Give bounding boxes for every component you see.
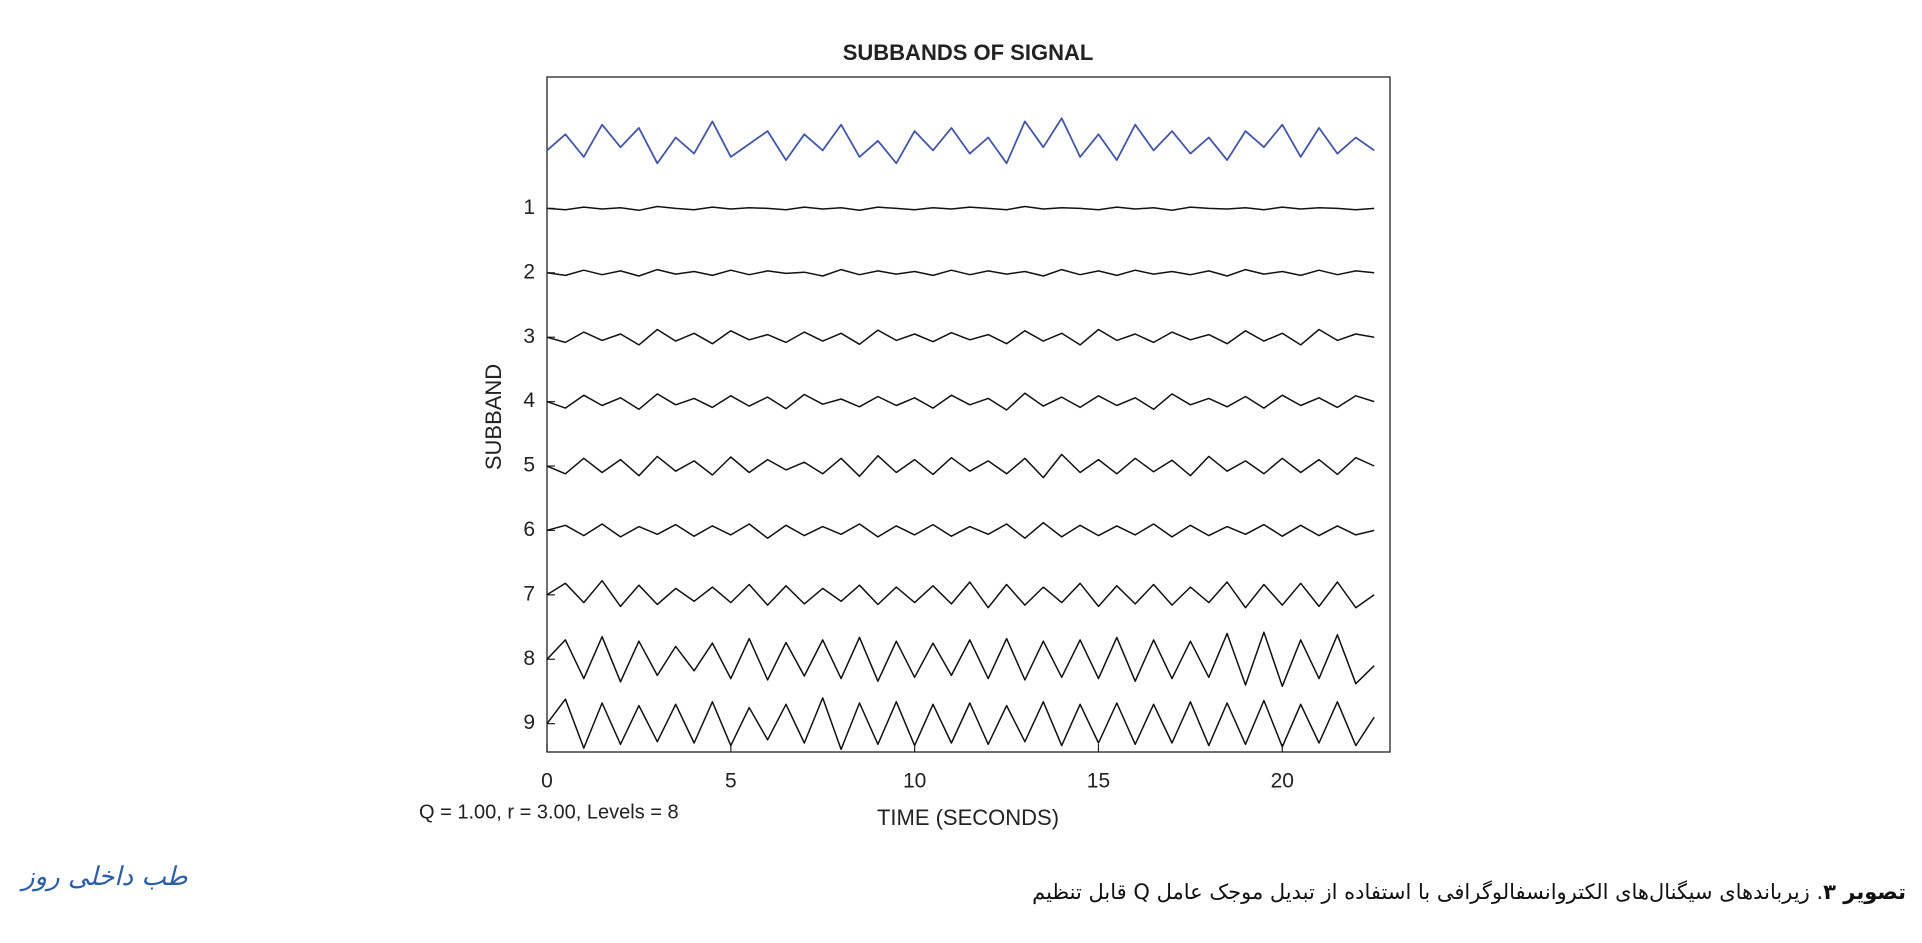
y-tick-label: 9 — [523, 711, 535, 734]
chart-title: SUBBANDS OF SIGNAL — [843, 40, 1094, 65]
signal-line — [546, 392, 1375, 411]
x-axis-label: TIME (SECONDS) — [877, 805, 1059, 830]
y-tick-label: 5 — [523, 454, 535, 477]
y-tick-label: 6 — [523, 518, 535, 541]
x-tick-label: 20 — [1271, 770, 1294, 793]
y-tick-label: 1 — [523, 196, 535, 219]
y-tick-label: 7 — [523, 582, 535, 605]
y-tick-label: 3 — [523, 325, 535, 348]
signal-line — [546, 268, 1375, 277]
logo: طب داخلی روز — [22, 862, 188, 892]
signal-line — [546, 697, 1375, 751]
x-tick-label: 0 — [541, 770, 553, 793]
chart: SUBBANDS OF SIGNAL TIME (SECONDS) SUBBAN… — [419, 40, 1391, 830]
signal-line — [546, 205, 1375, 212]
x-tick-label: 15 — [1087, 770, 1110, 793]
y-tick-label: 4 — [523, 389, 535, 412]
caption: تصویر ۳. زیرباندهای سیگنال‌های الکتروانس… — [1032, 880, 1906, 904]
signal-line — [546, 579, 1375, 609]
y-tick-label: 2 — [523, 260, 535, 283]
signal-line — [546, 631, 1375, 688]
caption-text: . زیرباندهای سیگنال‌های الکتروانسفالوگرا… — [1032, 880, 1824, 904]
annotation: Q = 1.00, r = 3.00, Levels = 8 — [419, 801, 679, 823]
y-axis-label: SUBBAND — [481, 364, 506, 470]
signal-line — [546, 453, 1375, 479]
x-tick-label: 10 — [903, 770, 926, 793]
signal-line — [546, 521, 1375, 539]
plot-frame — [546, 76, 1391, 753]
signal-line — [546, 117, 1375, 165]
signal-line — [546, 328, 1375, 346]
x-tick-label: 5 — [725, 770, 737, 793]
y-tick-label: 8 — [523, 647, 535, 670]
caption-label: تصویر ۳ — [1823, 880, 1906, 904]
